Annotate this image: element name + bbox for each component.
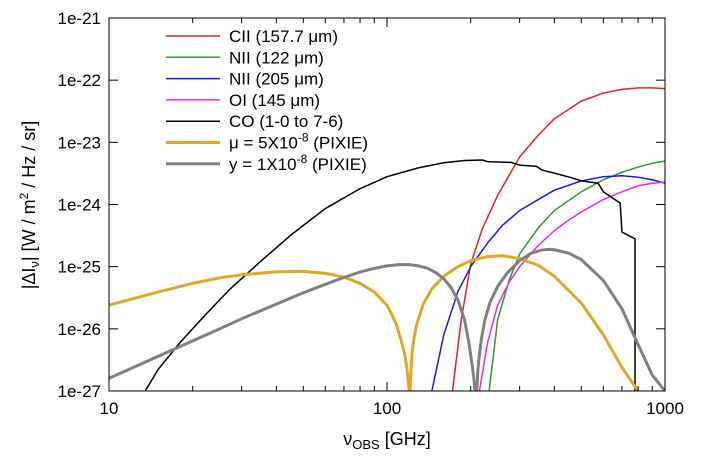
y-tick-label: 1e-27 — [58, 382, 101, 401]
series-layer — [109, 87, 665, 391]
y-axis-label: |ΔIν| [W / m2 / Hz / sr] — [17, 121, 42, 290]
series-line — [478, 181, 665, 391]
y-tick-label: 1e-23 — [58, 133, 101, 152]
y-tick-label: 1e-26 — [58, 320, 101, 339]
ticks-layer: 10 100 1000 1e-27 1e-26 1e-25 1e-24 1e-23 1e-22 1… — [58, 9, 684, 418]
legend: CII (157.7 μm) NII (122 μm) NII (205 μm) OI… — [166, 27, 368, 174]
y-tick-label: 1e-24 — [58, 196, 101, 215]
y-axis-label-symbol: |ΔI — [19, 268, 39, 290]
y-tick-label: 1e-21 — [58, 9, 101, 28]
series-line — [451, 87, 665, 391]
legend-label: CO (1-0 to 7-6) — [229, 112, 343, 131]
y-axis-label-sup: 2 — [17, 192, 31, 199]
y-axis-label-tail: / Hz / sr] — [19, 121, 39, 193]
x-axis-label-sub: OBS — [352, 437, 380, 452]
y-axis-label-rest: | [W / m — [19, 199, 39, 261]
legend-label: μ = 5X10-8 (PIXIE) — [229, 131, 368, 153]
legend-label: NII (205 μm) — [229, 70, 324, 89]
legend-label: CII (157.7 μm) — [229, 27, 338, 46]
y-tick-label: 1e-22 — [58, 71, 101, 90]
x-axis-label-symbol: ν — [343, 429, 352, 449]
y-tick-label: 1e-25 — [58, 258, 101, 277]
x-tick-label: 100 — [373, 399, 401, 418]
series-line — [431, 175, 665, 391]
x-axis-label-unit: [GHz] — [385, 429, 431, 449]
x-tick-label: 1000 — [646, 399, 684, 418]
x-axis-label: νOBS [GHz] — [343, 429, 430, 452]
legend-label: y = 1X10-8 (PIXIE) — [229, 152, 367, 174]
series-line — [109, 247, 665, 391]
y-axis-label-sub: ν — [27, 261, 42, 268]
series-line — [109, 254, 640, 391]
plot-frame — [108, 17, 666, 392]
legend-label: NII (122 μm) — [229, 48, 324, 67]
x-tick-label: 10 — [100, 399, 119, 418]
legend-label: OI (145 μm) — [229, 91, 320, 110]
